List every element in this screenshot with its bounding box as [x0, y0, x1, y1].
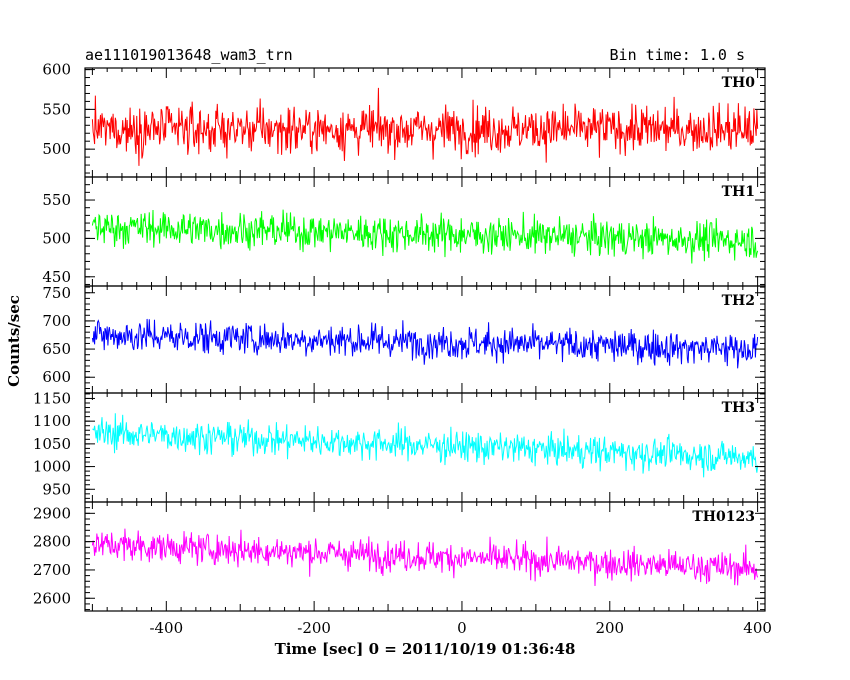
panel-label-th3: TH3 — [722, 400, 755, 416]
panel-label-th2: TH2 — [722, 293, 755, 309]
x-tick-label: 400 — [743, 619, 772, 637]
panel-th0: 500 550 600 TH0 — [42, 61, 766, 178]
y-tick-label: 1050 — [33, 435, 71, 453]
y-axis-title: Counts/sec — [5, 295, 23, 387]
panels-group: 500 550 600 TH0 450 500 550 TH1 600 650 700 750 TH2 9… — [33, 61, 766, 612]
x-axis: -400 -200 0 200 400 — [149, 619, 771, 637]
x-tick-label: -400 — [149, 619, 183, 637]
panel-th3: 950 1000 1050 1100 1150 TH3 — [33, 389, 766, 503]
y-tick-label: 950 — [42, 480, 71, 498]
y-tick-label: 2600 — [33, 589, 71, 607]
y-tick-label: 2700 — [33, 561, 71, 579]
panel-label-th0123: TH0123 — [692, 509, 755, 525]
y-tick-label: 700 — [42, 312, 71, 330]
series-line-th0 — [91, 87, 759, 166]
panel-th2: 600 650 700 750 TH2 — [42, 284, 766, 394]
panel-th0123: 2600 2700 2800 2900 TH0123 — [33, 501, 766, 612]
y-tick-label: 600 — [42, 368, 71, 386]
y-tick-label: 1100 — [33, 412, 71, 430]
panel-label-th0: TH0 — [722, 75, 756, 91]
y-tick-label: 2800 — [33, 533, 71, 551]
x-axis-title: Time [sec] 0 = 2011/10/19 01:36:48 — [275, 640, 576, 658]
panel-frame — [84, 501, 766, 612]
series-line-th3 — [92, 413, 759, 478]
y-tick-label: 2900 — [33, 504, 71, 522]
y-tick-label: 600 — [42, 61, 71, 79]
y-tick-label: 750 — [42, 284, 71, 302]
panel-frame — [84, 285, 766, 394]
bin-time-label: Bin time: 1.0 s — [610, 46, 745, 64]
panel-label-th1: TH1 — [722, 184, 755, 200]
x-tick-label: 200 — [595, 619, 624, 637]
y-tick-label: 1150 — [33, 389, 71, 407]
series-line-th1 — [91, 209, 759, 264]
y-tick-label: 500 — [42, 140, 71, 158]
y-tick-label: 650 — [42, 340, 71, 358]
y-tick-label: 500 — [42, 229, 71, 247]
series-line-th0123 — [91, 528, 759, 586]
panel-th1: 450 500 550 TH1 — [42, 176, 766, 287]
chart-title: ae111019013648_wam3_trn — [85, 46, 293, 64]
y-tick-label: 550 — [42, 191, 71, 209]
y-tick-label: 450 — [42, 268, 71, 286]
panel-frame — [84, 392, 766, 503]
x-tick-label: -200 — [297, 619, 331, 637]
series-line-th2 — [91, 318, 759, 369]
y-tick-label: 550 — [42, 100, 71, 118]
x-tick-label: 0 — [457, 619, 467, 637]
y-tick-label: 1000 — [33, 458, 71, 476]
